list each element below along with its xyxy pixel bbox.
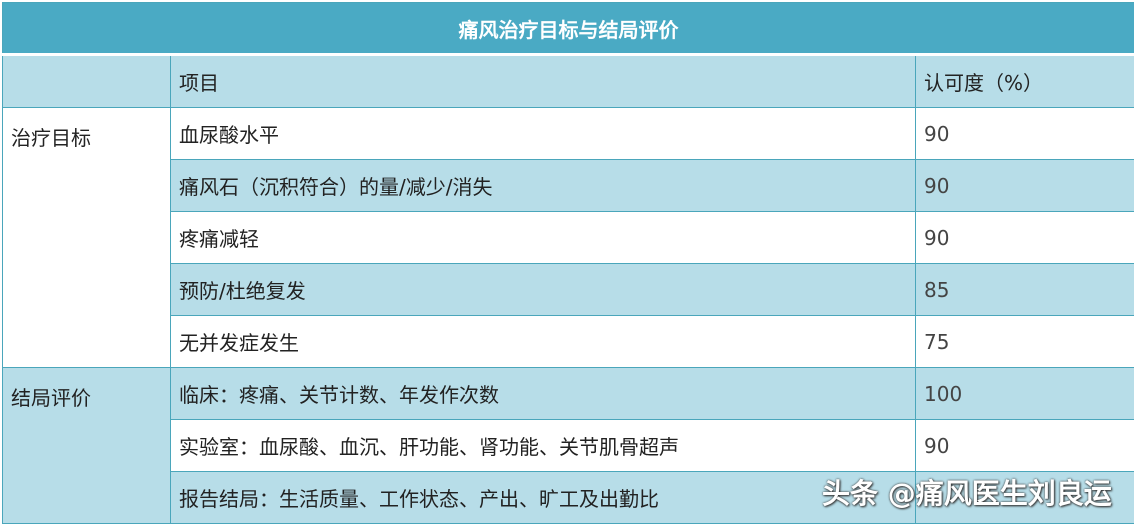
header-item: 项目 xyxy=(171,55,916,108)
value-cell: 90 xyxy=(916,212,1134,264)
watermark: 头条 @痛风医生刘良运 xyxy=(822,472,1112,512)
header-group xyxy=(3,55,171,108)
group-label: 结局评价 xyxy=(3,368,171,524)
group-label: 治疗目标 xyxy=(3,108,171,368)
value-cell: 75 xyxy=(916,316,1134,368)
table-title: 痛风治疗目标与结局评价 xyxy=(3,3,1134,55)
item-cell: 预防/杜绝复发 xyxy=(171,264,916,316)
value-cell: 100 xyxy=(916,368,1134,420)
value-cell: 90 xyxy=(916,160,1134,212)
item-cell: 痛风石（沉积符合）的量/减少/消失 xyxy=(171,160,916,212)
value-cell: 90 xyxy=(916,108,1134,160)
item-cell: 实验室：血尿酸、血沉、肝功能、肾功能、关节肌骨超声 xyxy=(171,420,916,472)
item-cell: 无并发症发生 xyxy=(171,316,916,368)
item-cell: 报告结局：生活质量、工作状态、产出、旷工及出勤比 xyxy=(171,472,916,524)
item-cell: 临床：疼痛、关节计数、年发作次数 xyxy=(171,368,916,420)
item-cell: 血尿酸水平 xyxy=(171,108,916,160)
item-cell: 疼痛减轻 xyxy=(171,212,916,264)
value-cell: 90 xyxy=(916,420,1134,472)
header-approval: 认可度（%） xyxy=(916,55,1134,108)
value-cell: 85 xyxy=(916,264,1134,316)
